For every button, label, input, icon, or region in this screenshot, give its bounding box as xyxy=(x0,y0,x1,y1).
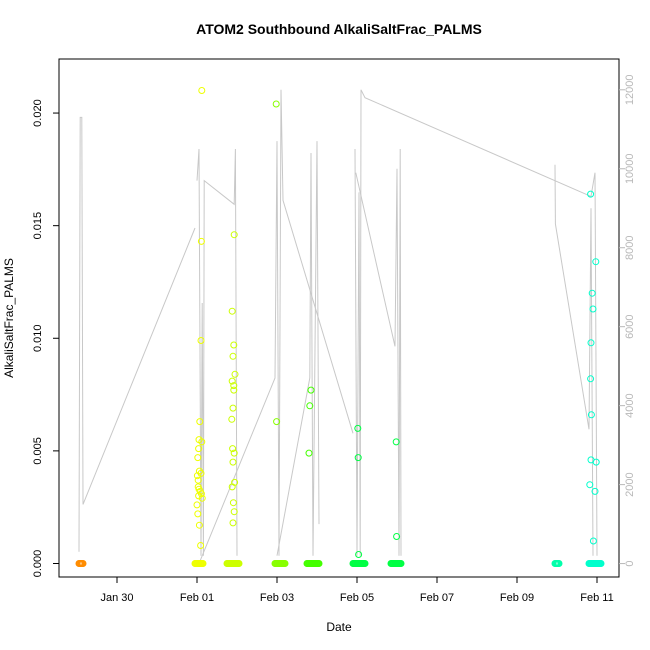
y2-tick-label: 12000 xyxy=(624,74,636,105)
data-point xyxy=(591,487,599,495)
data-point xyxy=(272,100,280,108)
secondary-series-line xyxy=(78,116,196,552)
data-point xyxy=(193,472,201,480)
data-point xyxy=(197,237,205,245)
data-point xyxy=(229,499,237,507)
y-axis-right: 0 2000 4000 6000 8000 10000 12000 xyxy=(619,74,636,567)
y2-tick-label: 4000 xyxy=(624,393,636,417)
data-point xyxy=(592,458,600,466)
data-point xyxy=(198,87,206,94)
x-tick-label: Feb 05 xyxy=(340,592,374,604)
data-point xyxy=(230,386,238,394)
data-point xyxy=(231,370,239,378)
data-point xyxy=(587,339,595,347)
data-point xyxy=(393,533,401,540)
y-tick-label: 0.000 xyxy=(32,550,44,578)
data-point xyxy=(228,415,236,423)
data-point xyxy=(354,424,362,432)
data-point xyxy=(197,542,205,549)
chart-title: ATOM2 Southbound AlkaliSaltFrac_PALMS xyxy=(196,21,482,37)
data-point xyxy=(228,377,236,385)
secondary-line-layer xyxy=(78,89,598,564)
data-point xyxy=(230,449,238,457)
data-point xyxy=(194,510,202,518)
data-point xyxy=(197,337,205,344)
data-point xyxy=(392,438,400,446)
x-tick-label: Feb 09 xyxy=(500,592,534,604)
data-point xyxy=(198,494,206,502)
x-tick-label: Feb 11 xyxy=(580,592,613,604)
data-point xyxy=(587,190,595,198)
data-point xyxy=(230,382,238,390)
data-point xyxy=(555,560,563,567)
data-point xyxy=(230,341,238,349)
data-point xyxy=(79,560,87,567)
data-point xyxy=(194,476,202,484)
data-point xyxy=(281,560,289,567)
data-point xyxy=(228,307,236,315)
data-point xyxy=(592,258,600,266)
secondary-series-line xyxy=(554,164,594,556)
data-point xyxy=(196,418,204,426)
y2-tick-label: 6000 xyxy=(624,314,636,338)
data-point xyxy=(397,560,405,567)
x-axis: Jan 30 Feb 01 Feb 03 Feb 05 Feb 07 Feb 09 Feb … xyxy=(100,577,614,604)
data-point xyxy=(589,537,597,545)
x-tick-label: Feb 07 xyxy=(420,592,454,604)
data-point xyxy=(198,438,206,446)
y2-tick-label: 10000 xyxy=(624,153,636,184)
data-point xyxy=(229,519,237,527)
data-point xyxy=(235,560,243,567)
y2-tick-label: 0 xyxy=(624,561,636,567)
data-point xyxy=(354,454,362,462)
y-tick-label: 0.020 xyxy=(32,99,44,127)
data-point xyxy=(230,231,238,239)
secondary-series-line xyxy=(276,141,320,556)
data-point xyxy=(305,449,313,457)
data-point xyxy=(195,521,203,529)
data-point xyxy=(197,469,205,477)
data-point xyxy=(199,560,207,567)
secondary-series-line xyxy=(196,148,238,556)
scatter-points-layer xyxy=(75,87,605,567)
y-axis-label: AlkaliSaltFrac_PALMS xyxy=(2,258,16,378)
data-point xyxy=(194,454,202,462)
y-tick-label: 0.015 xyxy=(32,212,44,240)
x-tick-label: Feb 01 xyxy=(180,592,214,604)
secondary-series-line xyxy=(355,148,402,556)
plot-frame xyxy=(58,58,620,578)
secondary-series-line xyxy=(354,89,598,556)
data-point xyxy=(587,375,595,383)
y2-tick-label: 8000 xyxy=(624,235,636,259)
data-point xyxy=(597,560,605,567)
y-axis-left: 0.000 0.005 0.010 0.015 0.020 xyxy=(32,99,59,577)
x-tick-label: Feb 03 xyxy=(260,592,294,604)
data-point xyxy=(355,551,363,558)
data-point xyxy=(229,352,237,360)
data-point xyxy=(195,492,203,500)
x-axis-label: Date xyxy=(326,620,352,634)
data-point xyxy=(588,289,596,297)
data-point xyxy=(229,458,237,466)
data-point xyxy=(315,560,323,567)
data-point xyxy=(230,508,238,516)
data-point xyxy=(361,560,369,567)
data-point xyxy=(193,501,201,509)
data-point xyxy=(229,445,237,453)
x-tick-label: Jan 30 xyxy=(100,592,133,604)
data-point xyxy=(589,305,597,313)
data-point xyxy=(195,445,203,453)
y-tick-label: 0.005 xyxy=(32,437,44,465)
data-point xyxy=(229,404,237,412)
y2-tick-label: 2000 xyxy=(624,472,636,496)
y-tick-label: 0.010 xyxy=(32,325,44,353)
data-point xyxy=(307,386,315,394)
data-point xyxy=(587,411,595,419)
secondary-series-line xyxy=(198,89,354,564)
data-point xyxy=(306,402,314,410)
data-point xyxy=(586,481,594,489)
data-point xyxy=(228,483,236,491)
data-point xyxy=(273,418,281,426)
